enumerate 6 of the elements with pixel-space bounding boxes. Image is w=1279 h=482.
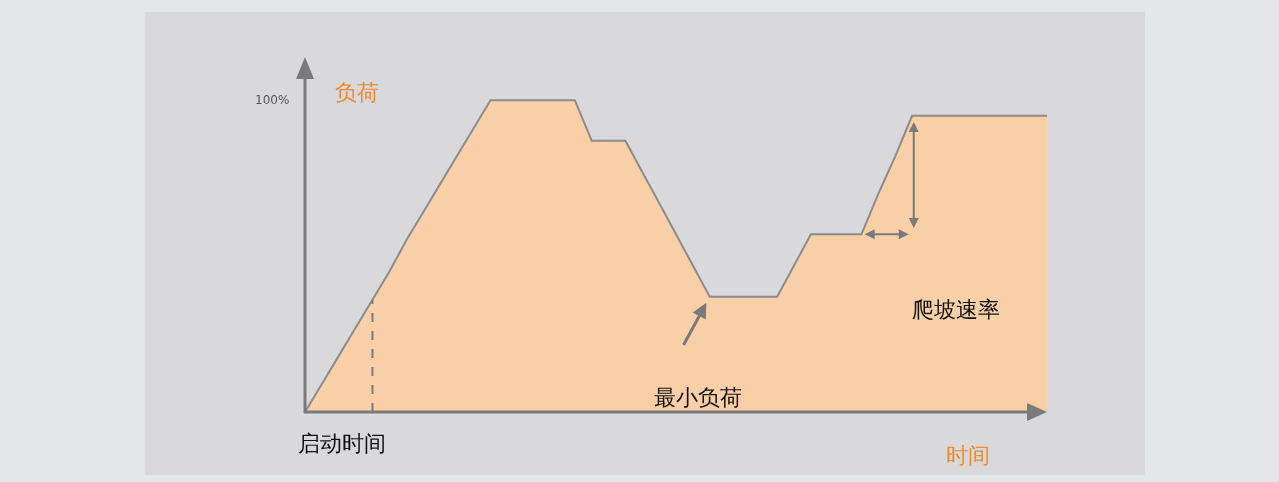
text: 启动时间: [298, 431, 386, 456]
x-axis-title: 时间: [946, 443, 990, 468]
annotation: 爬坡速率: [912, 297, 1000, 322]
text: 100%: [255, 93, 290, 107]
y-axis-title: 负荷: [335, 80, 379, 105]
annotation: 最小负荷: [654, 385, 742, 410]
